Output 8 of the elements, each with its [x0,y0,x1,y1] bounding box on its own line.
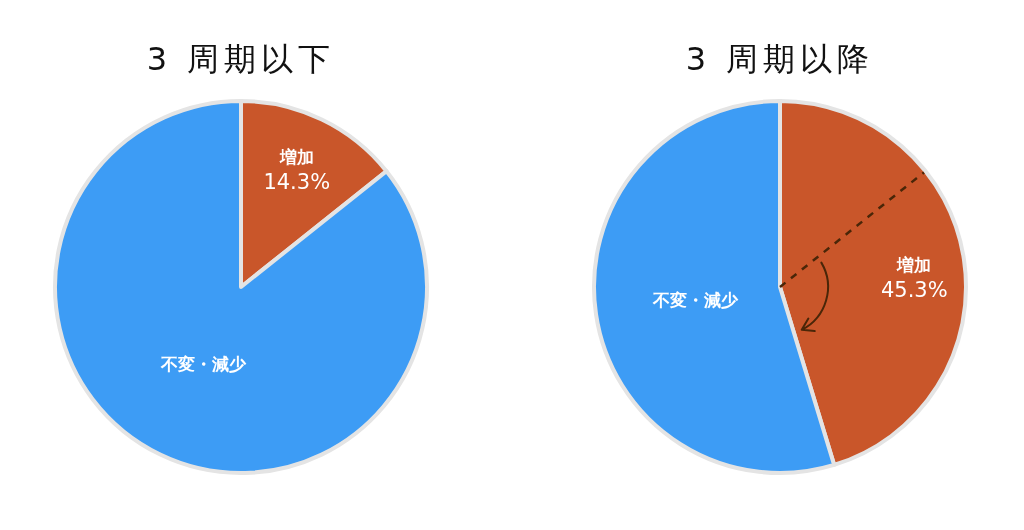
slice-label: 増加 [896,255,932,276]
chart-title: 3 周期以降 [685,40,875,78]
chart-title: 3 周期以下 [146,40,336,78]
slice-label: 増加 [278,147,314,168]
slice-label: 不変・減少 [651,289,739,310]
data-label: 14.3% [263,170,331,195]
slice-label: 不変・減少 [160,354,248,375]
data-label: 45.3% [880,278,948,303]
